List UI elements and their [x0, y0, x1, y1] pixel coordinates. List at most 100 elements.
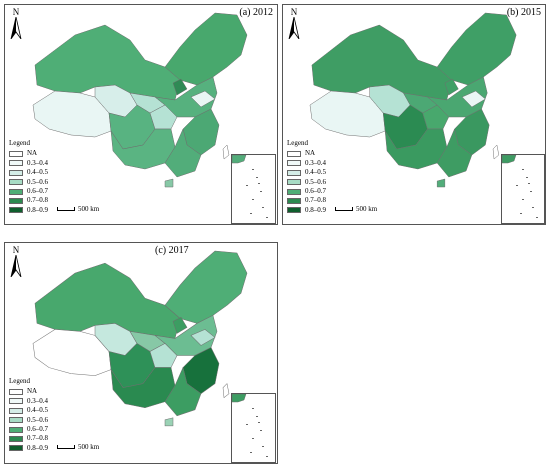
island-mark — [258, 183, 260, 184]
island-mark — [532, 207, 534, 208]
legend-label: 0.5–0.6 — [27, 177, 48, 186]
legend-swatch — [9, 207, 23, 214]
legend-item: 0.3–0.4 — [287, 159, 326, 168]
legend-label: 0.8–0.9 — [27, 205, 48, 214]
legend-item: 0.3–0.4 — [9, 159, 48, 168]
map-panel-2015: (b) 2015 N Legend NA 0.3–0.4 0.4–0.5 0.5–0.… — [282, 4, 546, 225]
legend-label: NA — [27, 149, 38, 158]
north-label: N — [12, 7, 20, 17]
legend-label: 0.3–0.4 — [305, 158, 326, 167]
map-panel-2012: (a) 2012 N Legend NA 0.3–0.4 0.4–0.5 0.5–0.… — [4, 4, 278, 225]
panel-label: (c) 2017 — [155, 245, 189, 256]
inset-map — [501, 154, 538, 218]
china-map — [32, 250, 248, 427]
island-mark — [528, 183, 530, 184]
island-mark — [522, 169, 524, 170]
legend-swatch — [287, 207, 301, 214]
region-shandong — [461, 90, 486, 108]
provinces — [32, 250, 248, 427]
island-mark — [520, 213, 522, 214]
legend-item: 0.3–0.4 — [9, 397, 48, 406]
legend-item: 0.4–0.5 — [9, 168, 48, 177]
legend-items: NA 0.3–0.4 0.4–0.5 0.5–0.6 0.6–0.7 0.7–0.8 0.8… — [9, 387, 48, 453]
map-panel-2017: (c) 2017 N Legend NA 0.3–0.4 0.4–0.5 0.5–0.… — [4, 242, 278, 464]
region-ningxia — [172, 78, 188, 96]
region-taiwan — [492, 144, 500, 160]
provinces — [32, 12, 248, 188]
island-mark — [266, 217, 268, 218]
island-mark — [252, 199, 254, 200]
region-hainan — [164, 178, 174, 188]
legend-swatch — [287, 169, 301, 176]
legend-item: 0.8–0.9 — [287, 206, 326, 215]
north-label: N — [290, 7, 298, 17]
south-china-sea-inset — [501, 154, 545, 224]
legend-label: 0.3–0.4 — [27, 158, 48, 167]
north-arrow-icon — [288, 17, 300, 39]
legend-item: 0.4–0.5 — [9, 406, 48, 415]
scale-bar-graphic — [57, 445, 75, 449]
legend-label: 0.8–0.9 — [27, 443, 48, 452]
legend-item: 0.7–0.8 — [9, 434, 48, 443]
legend-label: 0.3–0.4 — [27, 396, 48, 405]
legend-title: Legend — [9, 377, 30, 385]
legend-item: 0.6–0.7 — [9, 425, 48, 434]
island-mark — [246, 424, 248, 425]
region-south — [436, 128, 473, 178]
region-northeast — [436, 12, 517, 86]
island-mark — [256, 177, 258, 178]
region-shandong — [190, 90, 216, 108]
legend-swatch — [9, 407, 23, 414]
region-south — [164, 366, 202, 417]
legend-label: 0.5–0.6 — [27, 415, 48, 424]
region-hubei — [149, 343, 178, 368]
legend: Legend NA 0.3–0.4 0.4–0.5 0.5–0.6 0.6–0.7 0.7… — [9, 139, 48, 215]
legend-label: 0.5–0.6 — [305, 177, 326, 186]
legend-label: 0.8–0.9 — [305, 205, 326, 214]
legend-item: 0.8–0.9 — [9, 444, 48, 453]
legend-item: 0.5–0.6 — [9, 178, 48, 187]
region-shandong — [190, 329, 216, 346]
scale-bar: 500 km — [335, 205, 377, 213]
legend-label: NA — [305, 149, 316, 158]
scale-bar: 500 km — [57, 443, 99, 451]
legend-item: 0.5–0.6 — [9, 416, 48, 425]
provinces — [309, 12, 517, 188]
island-mark — [258, 422, 260, 423]
legend-swatch — [287, 179, 301, 186]
region-south — [164, 128, 202, 178]
north-arrow-icon — [10, 255, 22, 277]
legend-item: 0.4–0.5 — [287, 168, 326, 177]
legend-swatch — [9, 426, 23, 433]
island-mark — [256, 416, 258, 417]
region-northeast — [164, 250, 248, 324]
north-arrow-icon — [10, 17, 22, 39]
legend-label: 0.7–0.8 — [27, 196, 48, 205]
legend-item: NA — [9, 149, 48, 158]
island-mark — [252, 408, 254, 409]
south-china-sea-inset — [231, 154, 276, 224]
legend-items: NA 0.3–0.4 0.4–0.5 0.5–0.6 0.6–0.7 0.7–0.8 0.8… — [9, 149, 48, 215]
legend-swatch — [287, 198, 301, 205]
island-mark — [262, 446, 264, 447]
island-mark — [250, 452, 252, 453]
scale-bar-graphic — [335, 207, 353, 211]
region-taiwan — [222, 144, 230, 160]
legend-label: 0.4–0.5 — [305, 168, 326, 177]
legend-swatch — [9, 436, 23, 443]
legend-label: 0.7–0.8 — [27, 434, 48, 443]
island-mark — [260, 430, 262, 431]
region-hainan — [164, 417, 174, 427]
legend-item: 0.6–0.7 — [287, 187, 326, 196]
legend-swatch — [9, 151, 23, 158]
legend-items: NA 0.3–0.4 0.4–0.5 0.5–0.6 0.6–0.7 0.7–0.8 0.8… — [287, 149, 326, 215]
scale-label: 500 km — [78, 443, 100, 451]
region-northeast — [164, 12, 248, 86]
region-ningxia — [444, 78, 459, 96]
region-hubei — [149, 104, 178, 130]
legend-item: 0.5–0.6 — [287, 178, 326, 187]
legend-swatch — [9, 179, 23, 186]
legend-title: Legend — [9, 139, 30, 147]
north-label: N — [12, 245, 20, 255]
legend-swatch — [9, 169, 23, 176]
